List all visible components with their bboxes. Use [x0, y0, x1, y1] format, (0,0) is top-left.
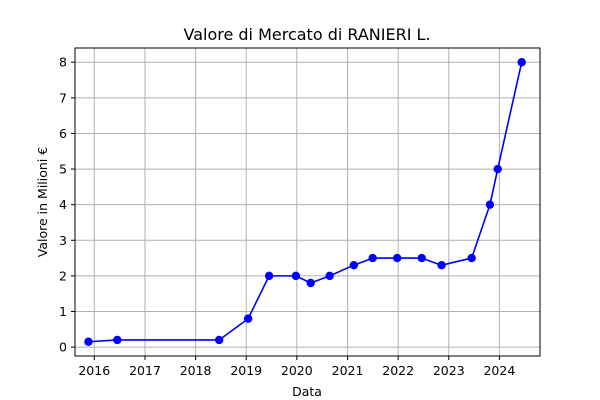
data-point — [264, 271, 274, 281]
x-tick-label: 2018 — [180, 363, 212, 378]
x-tick-label: 2024 — [483, 363, 515, 378]
y-tick-label: 5 — [59, 162, 67, 177]
x-tick-label: 2017 — [129, 363, 161, 378]
x-tick-label: 2021 — [332, 363, 364, 378]
y-tick-label: 0 — [59, 340, 67, 355]
series-line-path — [88, 62, 523, 343]
plot-frame — [74, 47, 541, 357]
series-line — [88, 62, 523, 343]
data-point — [243, 314, 253, 323]
data-point — [306, 278, 315, 288]
data-point — [437, 261, 446, 270]
data-point — [325, 271, 334, 281]
y-tick-label: 1 — [59, 304, 67, 319]
data-point — [84, 337, 93, 346]
data-point — [485, 200, 495, 209]
x-tick-label: 2022 — [382, 363, 414, 378]
grid-lines — [75, 48, 540, 356]
x-tick-label: 2020 — [281, 363, 313, 378]
data-point — [291, 271, 301, 281]
y-tick-label: 2 — [59, 268, 67, 283]
x-tick-label: 2023 — [433, 363, 465, 378]
x-tick-label: 2016 — [78, 363, 110, 378]
data-point — [467, 253, 476, 263]
data-point — [417, 253, 426, 263]
chart-title: Valore di Mercato di RANIERI L. — [183, 25, 430, 44]
x-tick-label: 2019 — [230, 363, 262, 378]
data-point — [493, 164, 502, 174]
data-point — [349, 261, 359, 270]
data-point — [368, 253, 377, 263]
y-tick-label: 7 — [59, 90, 67, 105]
data-point — [214, 335, 224, 345]
y-tick-label: 8 — [59, 55, 67, 70]
data-point — [517, 58, 526, 67]
data-point — [393, 253, 402, 263]
series-points — [84, 58, 526, 346]
y-tick-label: 4 — [59, 197, 67, 212]
data-point — [113, 335, 122, 345]
y-tick-label: 3 — [59, 233, 67, 248]
x-axis-ticks: 2016 2017 2018 2019 2020 2021 2022 2023 2024 — [78, 356, 515, 378]
y-tick-label: 6 — [59, 126, 67, 141]
y-axis-ticks: 0 1 2 3 4 5 6 7 8 — [59, 55, 75, 355]
y-axis-label: Valore in Milioni € — [35, 147, 50, 257]
x-axis-label: Data — [292, 384, 322, 399]
